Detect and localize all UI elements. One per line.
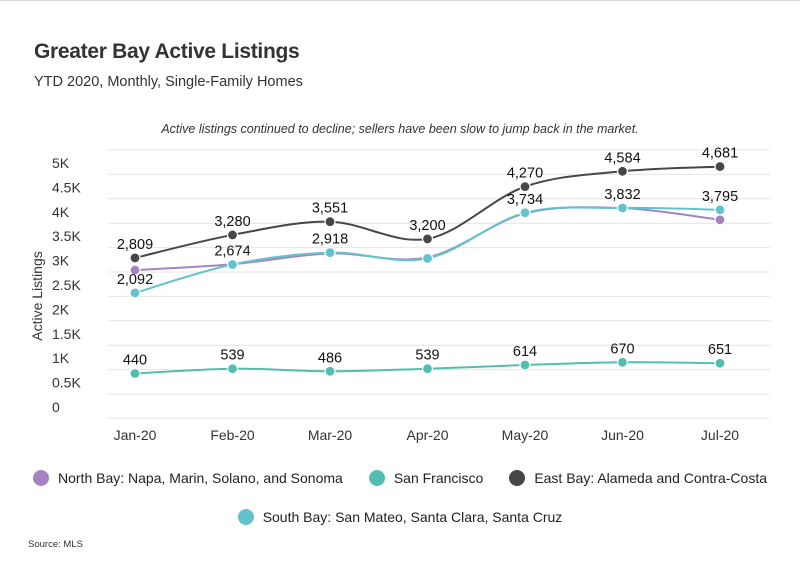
data-labels: 440 539 486 539 614 670 651 2,092 2,674 2,918 3,73… <box>117 146 738 369</box>
data-point <box>129 367 141 380</box>
data-point <box>714 204 726 216</box>
data-point <box>324 247 336 259</box>
legend-row-1: North Bay: Napa, Marin, Solano, and Sono… <box>0 470 800 486</box>
data-label: 2,092 <box>117 272 153 288</box>
y-tick-label: 4K <box>52 204 70 220</box>
x-tick-label: May-20 <box>502 427 549 443</box>
x-tick-label: Jan-20 <box>114 427 157 443</box>
data-point <box>421 252 434 264</box>
data-point <box>616 202 629 214</box>
data-label: 3,795 <box>702 189 738 205</box>
data-point <box>226 258 239 271</box>
y-tick-label: 0 <box>52 399 60 415</box>
data-label: 539 <box>220 348 244 364</box>
legend-label: San Francisco <box>393 470 484 486</box>
legend-item: San Francisco <box>368 470 484 486</box>
data-label: 3,280 <box>214 214 250 230</box>
data-label: 2,674 <box>214 244 250 260</box>
y-axis-ticks: 0 0.5K 1K 1.5K 2K 2.5K 3K 3.5K 4K 4.5K 5K <box>52 155 81 415</box>
legend-item: North Bay: Napa, Marin, Solano, and Sono… <box>33 470 343 486</box>
legend-swatch <box>368 470 385 486</box>
data-label: 3,734 <box>507 192 543 208</box>
data-label: 2,918 <box>312 232 348 248</box>
x-tick-label: Apr-20 <box>406 427 448 443</box>
data-label: 486 <box>318 350 342 366</box>
data-point <box>616 165 629 177</box>
chart-annotation: Active listings continued to decline; se… <box>161 122 639 136</box>
data-point <box>421 233 434 245</box>
legend-swatch <box>509 470 526 486</box>
x-tick-label: Feb-20 <box>210 427 255 443</box>
y-tick-label: 3.5K <box>52 228 81 244</box>
legend-item: South Bay: San Mateo, Santa Clara, Santa… <box>237 509 563 525</box>
data-point <box>519 181 531 193</box>
y-tick-label: 0.5K <box>52 375 81 391</box>
legend-swatch <box>237 509 254 525</box>
chart-subtitle: YTD 2020, Monthly, Single-Family Homes <box>34 74 303 90</box>
data-point <box>226 363 239 375</box>
data-label: 3,200 <box>409 218 445 234</box>
data-point <box>519 359 531 371</box>
y-tick-label: 1K <box>52 350 70 366</box>
x-tick-label: Jun-20 <box>601 427 644 443</box>
series-points <box>129 160 726 380</box>
data-label: 614 <box>513 344 537 360</box>
y-tick-label: 5K <box>52 155 70 171</box>
y-tick-label: 2.5K <box>52 277 81 293</box>
x-tick-label: Mar-20 <box>308 427 353 443</box>
legend-row-2: South Bay: San Mateo, Santa Clara, Santa… <box>0 509 800 525</box>
data-point <box>129 287 141 299</box>
data-label: 4,681 <box>702 146 738 162</box>
legend-swatch <box>33 470 49 486</box>
data-label: 539 <box>415 348 439 364</box>
data-label: 651 <box>708 342 732 358</box>
data-label: 4,584 <box>604 150 640 166</box>
y-tick-label: 4.5K <box>52 179 81 195</box>
y-tick-label: 3K <box>52 253 70 269</box>
data-point <box>421 363 434 375</box>
data-label: 670 <box>610 341 634 357</box>
data-label: 440 <box>123 353 147 369</box>
source-note: Source: MLS <box>28 539 83 550</box>
gridlines <box>108 149 770 419</box>
data-point <box>714 214 726 226</box>
data-label: 2,809 <box>117 237 153 253</box>
chart-title: Greater Bay Active Listings <box>34 40 300 63</box>
data-label: 4,270 <box>507 166 543 182</box>
data-point <box>616 356 629 368</box>
legend-label: East Bay: Alameda and Contra-Costa <box>534 470 767 486</box>
x-axis-ticks: Jan-20 Feb-20 Mar-20 Apr-20 May-20 Jun-20 Jul-… <box>114 427 740 443</box>
data-point <box>519 207 531 219</box>
x-tick-label: Jul-20 <box>701 427 739 443</box>
legend-label: South Bay: San Mateo, Santa Clara, Santa… <box>262 509 563 525</box>
data-point <box>714 357 726 369</box>
data-point <box>129 264 141 276</box>
data-label: 3,832 <box>604 187 640 203</box>
data-point <box>324 365 336 377</box>
top-rule <box>0 0 800 1</box>
data-point <box>714 160 726 173</box>
data-point <box>324 216 336 228</box>
data-label: 3,551 <box>312 201 348 217</box>
data-point <box>129 252 141 264</box>
legend-item: East Bay: Alameda and Contra-Costa <box>509 470 767 486</box>
legend-label: North Bay: Napa, Marin, Solano, and Sono… <box>58 470 343 486</box>
y-axis-label: Active Listings <box>29 251 45 340</box>
data-point <box>226 229 239 241</box>
y-tick-label: 2K <box>52 301 70 317</box>
y-tick-label: 1.5K <box>52 326 81 342</box>
